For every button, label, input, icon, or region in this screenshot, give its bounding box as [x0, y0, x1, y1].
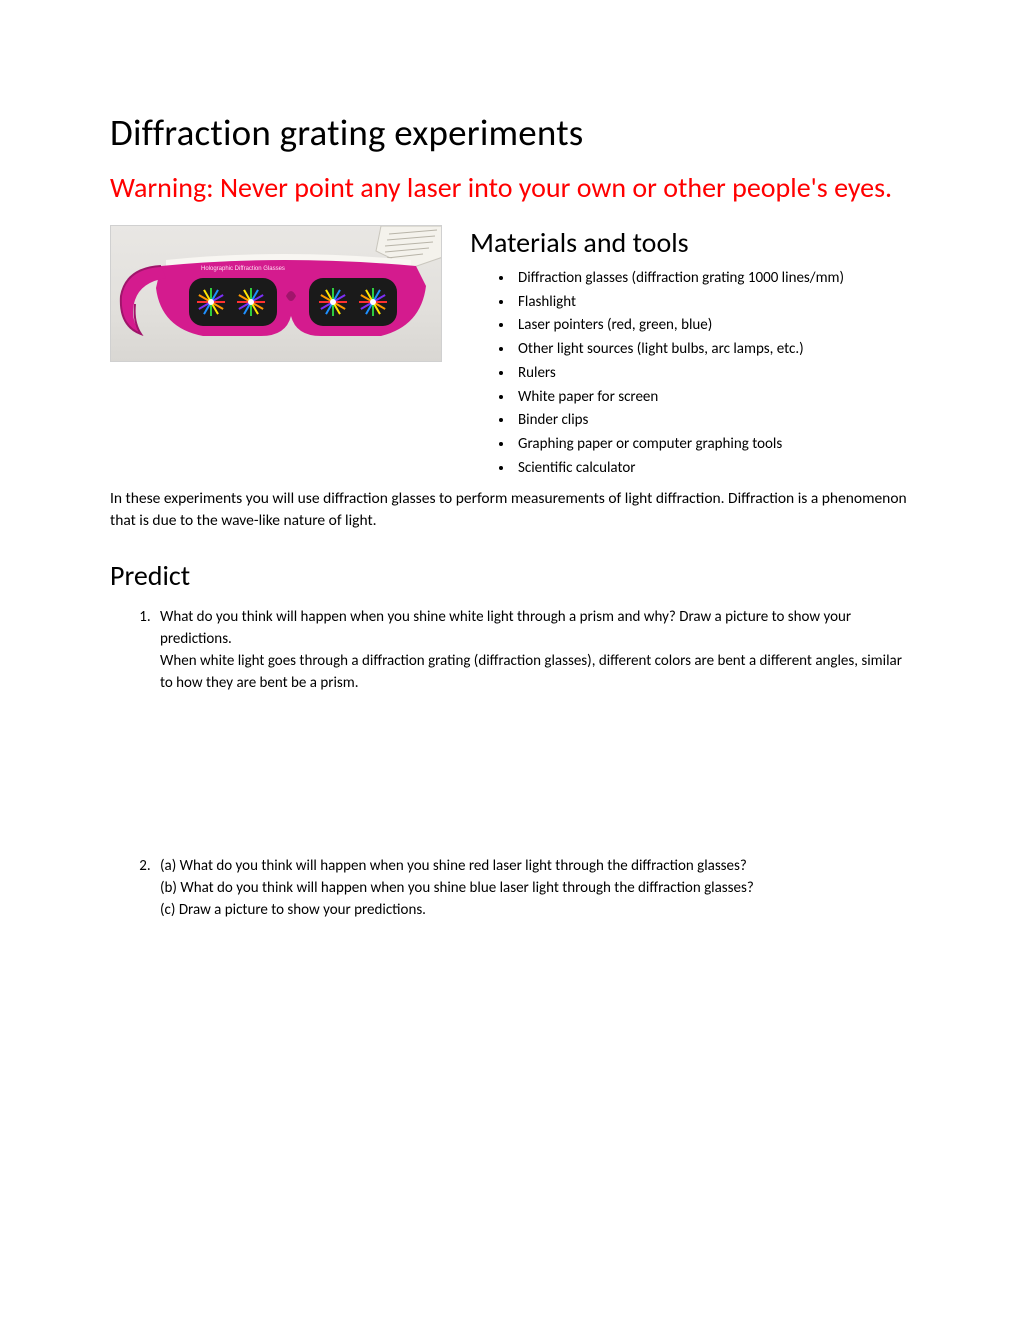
warning-heading: Warning: Never point any laser into your…	[110, 169, 910, 207]
list-item: White paper for screen	[514, 387, 910, 409]
diffraction-glasses-image: Holographic Diffraction Glasses	[110, 225, 442, 362]
svg-text:Holographic Diffraction Glasse: Holographic Diffraction Glasses	[201, 266, 285, 272]
list-item: Rulers	[514, 363, 910, 385]
materials-list: Diffraction glasses (diffraction grating…	[514, 268, 910, 480]
question-text: What do you think will happen when you s…	[160, 608, 851, 648]
predict-heading: Predict	[110, 558, 910, 593]
question-2: (a) What do you think will happen when y…	[154, 856, 910, 921]
list-item: Laser pointers (red, green, blue)	[514, 315, 910, 337]
list-item: Other light sources (light bulbs, arc la…	[514, 339, 910, 361]
questions-list: What do you think will happen when you s…	[154, 607, 910, 921]
document-page: Diffraction grating experiments Warning:…	[0, 0, 1020, 922]
list-item: Binder clips	[514, 410, 910, 432]
question-text: (c) Draw a picture to show your predicti…	[160, 901, 426, 919]
question-1: What do you think will happen when you s…	[154, 607, 910, 852]
materials-column: Materials and tools Diffraction glasses …	[470, 225, 910, 482]
question-text: (b) What do you think will happen when y…	[160, 879, 754, 897]
materials-row: Holographic Diffraction Glasses Material…	[110, 225, 910, 482]
intro-paragraph: In these experiments you will use diffra…	[110, 488, 910, 533]
question-text: When white light goes through a diffract…	[160, 652, 902, 692]
list-item: Scientific calculator	[514, 458, 910, 480]
question-text: (a) What do you think will happen when y…	[160, 857, 747, 875]
list-item: Flashlight	[514, 292, 910, 314]
page-title: Diffraction grating experiments	[110, 110, 910, 155]
drawing-space	[160, 694, 910, 852]
list-item: Graphing paper or computer graphing tool…	[514, 434, 910, 456]
list-item: Diffraction glasses (diffraction grating…	[514, 268, 910, 290]
materials-heading: Materials and tools	[470, 225, 910, 260]
glasses-illustration: Holographic Diffraction Glasses	[111, 226, 441, 361]
